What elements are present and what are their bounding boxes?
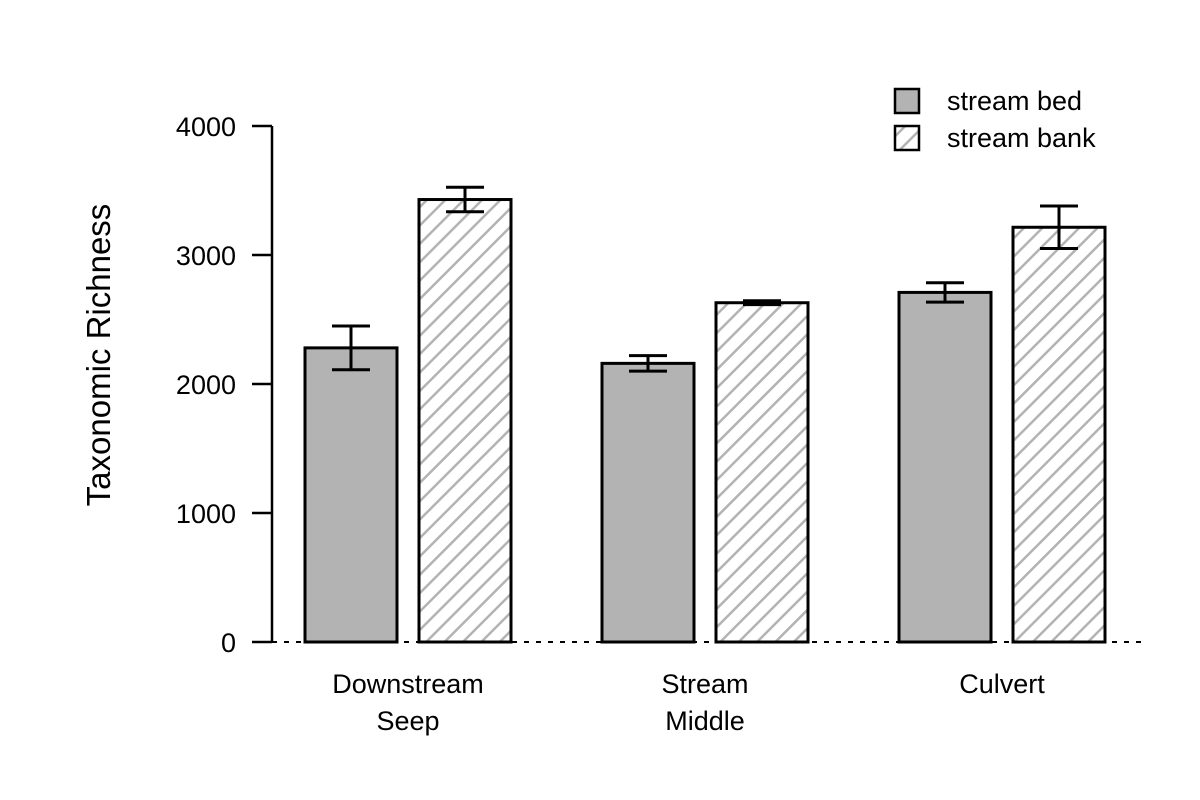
legend-label: stream bed <box>947 86 1082 116</box>
bar-stream-bed <box>303 346 399 644</box>
y-axis-title: Taxonomic Richness <box>80 204 117 507</box>
error-bar <box>926 281 964 304</box>
x-category-label: Seep <box>376 706 439 736</box>
x-category-label: Downstream <box>332 669 484 699</box>
bar-stream-bank <box>1011 225 1107 644</box>
bar-stream-bed <box>897 290 993 644</box>
error-bar <box>332 324 370 372</box>
error-bar <box>446 185 484 214</box>
y-tick-label: 2000 <box>176 370 236 400</box>
bar-stream-bank <box>417 198 513 644</box>
legend-swatch <box>893 124 921 152</box>
legend: stream bed stream bank <box>893 86 1096 153</box>
x-category-label: Stream <box>661 669 748 699</box>
bar-stream-bed <box>600 361 696 644</box>
y-tick-label: 1000 <box>176 499 236 529</box>
legend-swatch <box>893 87 921 115</box>
legend-label: stream bank <box>947 123 1096 153</box>
error-bar <box>629 354 667 373</box>
y-tick-label: 0 <box>221 628 236 658</box>
error-bar <box>743 299 781 307</box>
error-bar <box>1040 204 1078 251</box>
y-tick-label: 3000 <box>176 241 236 271</box>
x-category-label: Middle <box>665 706 745 736</box>
x-category-label: Culvert <box>959 669 1045 699</box>
bar-stream-bank <box>714 301 810 644</box>
y-tick-label: 4000 <box>176 112 236 142</box>
plot-area: 0 1000 2000 3000 4000 Downstream Seep Stream Mid… <box>176 112 1142 736</box>
